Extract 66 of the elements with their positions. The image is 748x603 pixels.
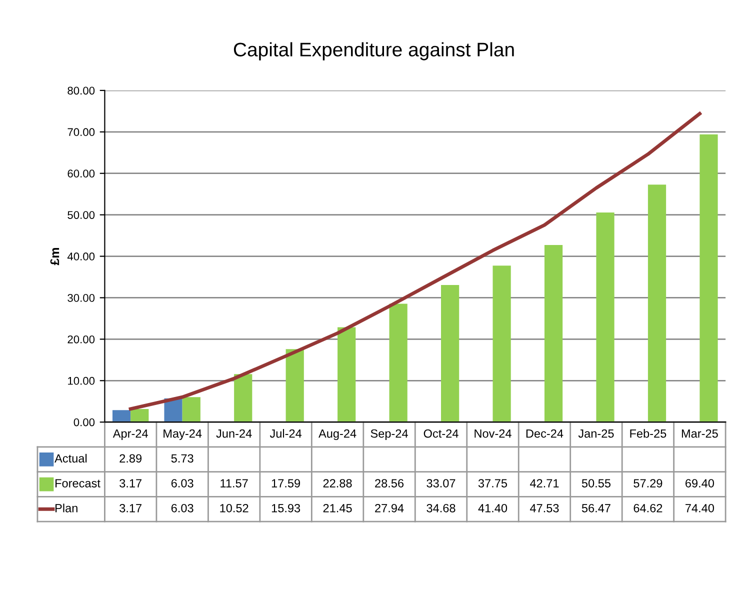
y-tick-label: 30.00	[68, 294, 95, 302]
data-label: 33.07	[426, 479, 456, 488]
data-label: 34.68	[426, 504, 456, 512]
data-label: 56.47	[582, 504, 610, 512]
data-label: 50.55	[582, 479, 610, 488]
y-tick-label: 10.00	[68, 376, 95, 385]
x-tick-label: May-24	[164, 429, 202, 440]
y-tick-label: 80.00	[68, 86, 95, 95]
bar	[112, 410, 131, 422]
data-label: 15.93	[272, 504, 300, 512]
x-tick-label: Sep-24	[370, 429, 408, 440]
data-label: 5.73	[171, 454, 194, 463]
data-label: 10.52	[220, 504, 248, 512]
y-axis-title: £m	[50, 248, 60, 266]
x-tick-label: Oct-24	[424, 429, 458, 438]
bar	[338, 327, 356, 422]
data-label: 69.40	[686, 479, 714, 488]
data-label: 3.17	[120, 504, 142, 512]
bar	[234, 374, 252, 422]
bar	[389, 304, 408, 422]
x-tick-label: Nov-24	[474, 429, 512, 438]
x-tick-label: Dec-24	[526, 429, 564, 438]
data-label: 17.59	[272, 479, 300, 488]
data-label: 2.89	[120, 454, 142, 463]
bar	[286, 349, 304, 422]
y-tick-label: 70.00	[68, 128, 95, 136]
y-tick-label: 50.00	[68, 211, 95, 219]
bar	[596, 212, 614, 422]
bar	[544, 245, 563, 422]
data-label: 6.03	[171, 479, 194, 488]
data-label: 57.29	[634, 479, 662, 488]
y-tick-label: 20.00	[68, 335, 95, 344]
y-tick-label: 0.00	[74, 418, 95, 426]
data-label: 47.53	[530, 504, 559, 512]
legend-label: Plan	[56, 504, 78, 512]
bar	[130, 408, 149, 422]
x-tick-label: Jan-25	[578, 429, 614, 438]
x-tick-label: Jun-24	[216, 429, 252, 438]
line-series	[128, 112, 702, 411]
data-label: 37.75	[478, 479, 508, 488]
data-label: 64.62	[634, 504, 662, 512]
data-label: 21.45	[323, 504, 352, 512]
data-label: 22.88	[323, 479, 352, 488]
data-label: 28.56	[375, 479, 404, 488]
bar	[700, 134, 718, 422]
data-label: 3.17	[120, 479, 142, 488]
data-label: 41.40	[478, 504, 508, 512]
legend-label: Actual	[54, 454, 87, 463]
x-tick-label: Aug-24	[318, 429, 356, 440]
data-label: 42.71	[530, 479, 559, 488]
x-tick-label: Apr-24	[112, 429, 148, 440]
bar	[182, 397, 200, 422]
chart-title: Capital Expenditure against Plan	[234, 42, 514, 60]
data-label: 74.40	[686, 504, 714, 512]
x-tick-label: Feb-25	[630, 429, 666, 438]
legend-label: Forecast	[56, 479, 100, 488]
data-label: 6.03	[171, 504, 194, 512]
data-label: 27.94	[375, 504, 404, 512]
data-label: 11.57	[220, 479, 248, 488]
x-tick-label: Mar-25	[682, 429, 718, 438]
y-tick-label: 60.00	[68, 170, 95, 178]
bar	[492, 266, 511, 422]
bar	[648, 184, 666, 422]
bar	[441, 285, 460, 422]
x-tick-label: Jul-24	[270, 429, 302, 438]
y-tick-label: 40.00	[67, 252, 95, 260]
